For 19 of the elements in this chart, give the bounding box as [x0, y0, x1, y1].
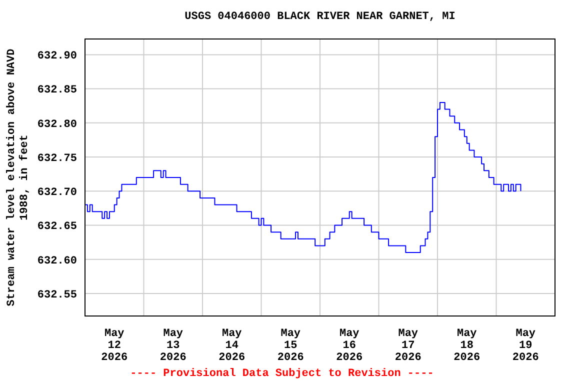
x-tick-label: May 15 2026	[277, 328, 304, 364]
x-tick-label: May 14 2026	[218, 328, 246, 364]
text: ---- Provisional Data Subject to Revision ----	[129, 368, 435, 380]
y-tick-label: 632.55	[37, 289, 78, 302]
x-tick-label: May 19 2026	[512, 328, 539, 364]
y-axis-title: Stream water level elevation above NAVD 1988, in feet	[6, 48, 31, 306]
x-tick-label: May 16 2026	[336, 328, 363, 364]
y-tick-label: 632.65	[37, 221, 78, 234]
x-tick-label: May 17 2026	[394, 328, 422, 364]
y-tick-label: 632.80	[37, 118, 77, 131]
y-tick-label: 632.70	[37, 187, 77, 200]
y-tick-label: 632.85	[37, 84, 78, 97]
y-tick-label: 632.75	[37, 152, 78, 165]
y-tick-label: 632.60	[37, 255, 77, 268]
y-tick-label: 632.90	[37, 50, 77, 63]
x-tick-label: May 13 2026	[160, 328, 186, 364]
x-tick-label: May 18 2026	[454, 328, 480, 364]
x-tick-label: May 12 2026	[101, 328, 128, 364]
chart-title: USGS 04046000 BLACK RIVER NEAR GARNET, MI	[184, 11, 456, 23]
